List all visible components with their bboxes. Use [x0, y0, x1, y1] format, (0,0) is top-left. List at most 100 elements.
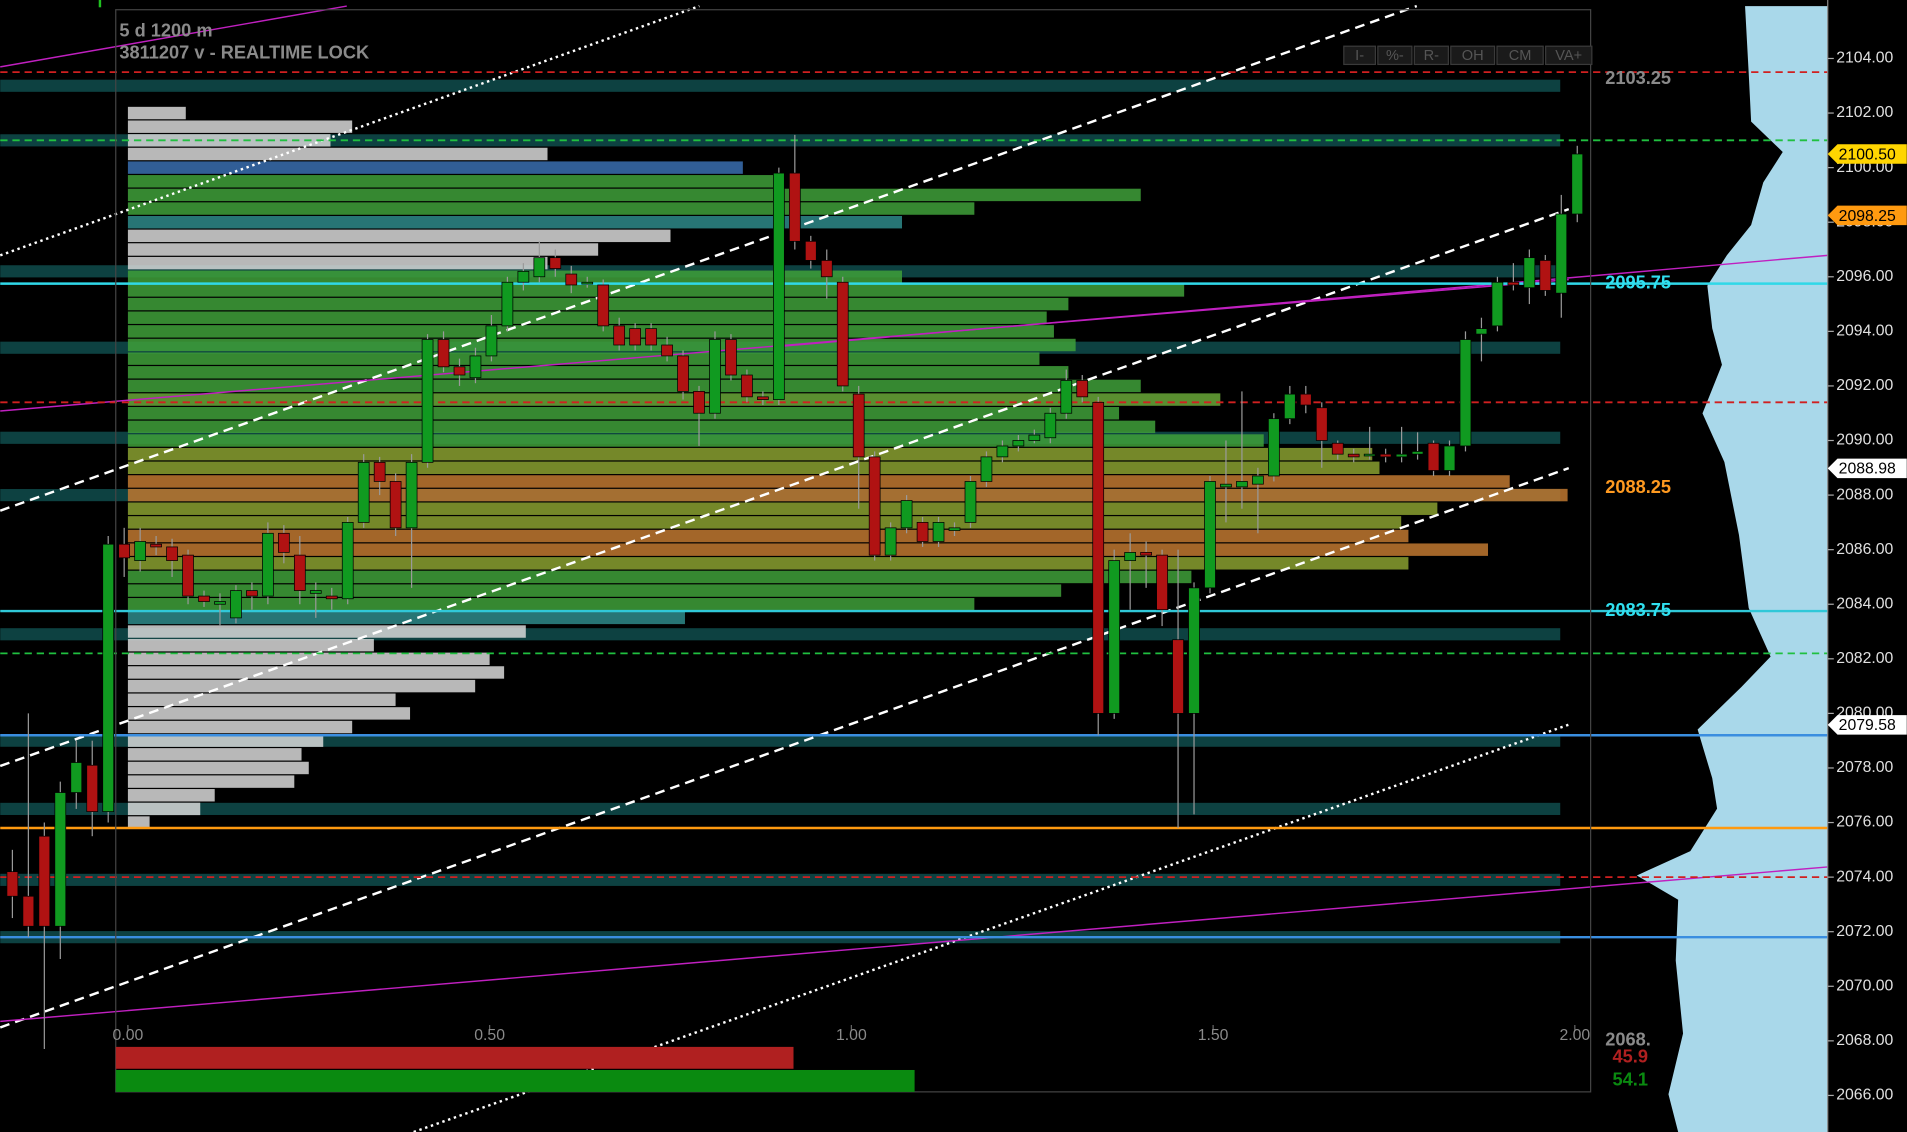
y-tick-label: 2096.00 — [1836, 268, 1893, 285]
header-volume: 3811207 v - REALTIME LOCK — [119, 41, 369, 62]
candle-body — [788, 172, 801, 242]
profile-bar — [127, 393, 1221, 406]
toolbar-button[interactable] — [1377, 45, 1413, 66]
header-period: 5 d 1200 m — [119, 19, 212, 40]
candle-body — [1523, 257, 1536, 289]
profile-bar — [127, 693, 396, 706]
price-tag-label: 2079.58 — [1839, 717, 1896, 734]
candle-body — [1012, 440, 1025, 447]
trend-line — [0, 466, 1570, 1029]
trend-line — [0, 4, 700, 257]
profile-bar — [127, 229, 671, 243]
toolbar: I- %- R- OH CM VA+ — [1343, 45, 1593, 66]
candle-body — [725, 339, 737, 376]
profile-bar — [127, 734, 324, 747]
profile-bar — [127, 638, 374, 652]
candle-body — [1044, 412, 1057, 439]
profile-bar — [127, 720, 353, 734]
profile-bar — [127, 598, 975, 611]
profile-bar — [127, 243, 599, 256]
profile-bar — [127, 352, 1040, 365]
profile-bar — [127, 816, 150, 829]
candle-body — [773, 172, 785, 400]
candle-body — [693, 391, 705, 414]
profile-bar — [127, 420, 1156, 434]
profile-bar — [127, 529, 1409, 543]
candle-body — [1475, 328, 1488, 335]
price-tag — [1827, 715, 1907, 735]
profile-bar — [127, 215, 903, 229]
candle-body — [1252, 475, 1264, 485]
price-tag — [1827, 458, 1907, 479]
profile-bar — [127, 461, 1380, 475]
profile-bar — [127, 106, 186, 120]
profile-bar — [127, 761, 309, 775]
toolbar-button[interactable] — [1450, 45, 1496, 66]
candle-body — [70, 762, 83, 793]
toolbar-button-label: VA+ — [1555, 48, 1582, 64]
split-bar — [115, 1046, 794, 1069]
profile-bar — [127, 584, 1062, 597]
candle-body — [613, 325, 626, 346]
profile-bar — [127, 679, 476, 693]
y-tick-label: 2078.00 — [1836, 759, 1893, 776]
profile-bar — [127, 775, 295, 788]
toolbar-button-label: OH — [1462, 48, 1484, 64]
profile-bar — [127, 175, 780, 188]
candle-body — [1363, 453, 1376, 457]
candle-body — [309, 590, 322, 594]
level-label: 2103.25 — [1605, 67, 1671, 88]
candle-body — [1204, 481, 1216, 589]
profile-bar — [127, 284, 1185, 297]
toolbar-button[interactable] — [1545, 45, 1593, 66]
trend-lines — [0, 4, 1828, 1132]
x-tick-label: 0.50 — [474, 1027, 505, 1044]
candle-body — [836, 281, 849, 387]
candle-body — [1299, 393, 1312, 406]
candle-body — [645, 328, 657, 346]
candle-body — [1347, 453, 1360, 458]
candle-body — [757, 396, 769, 400]
toolbar-button[interactable] — [1413, 45, 1449, 66]
profile-bar — [127, 488, 1568, 502]
candle-body — [533, 257, 546, 278]
profile-bar — [127, 652, 490, 666]
candle-body — [629, 328, 641, 346]
toolbar-button-label: %- — [1386, 48, 1404, 64]
candle-body — [581, 281, 594, 285]
candle-body — [469, 355, 482, 379]
profile-bar — [127, 789, 215, 802]
y-tick-label: 2072.00 — [1836, 923, 1893, 940]
candle-body — [1395, 453, 1408, 458]
profile-bar — [127, 311, 1047, 324]
candle-body — [709, 339, 721, 414]
level-label: 2068. — [1605, 1029, 1651, 1050]
candle-body — [1236, 481, 1248, 488]
candle-body — [804, 240, 817, 261]
split-label: 45.9 — [1613, 1046, 1648, 1067]
toolbar-button[interactable] — [1343, 45, 1377, 66]
candle-body — [1188, 587, 1200, 714]
profile-bar — [127, 325, 1054, 338]
right-volume-profile — [1636, 6, 1828, 1132]
candle-body — [964, 481, 977, 523]
price-axis-bg — [1828, 0, 1907, 1132]
candle-body — [1076, 380, 1089, 398]
trend-line — [0, 4, 1418, 512]
y-tick-label: 2092.00 — [1836, 377, 1893, 394]
candle-body — [677, 355, 689, 392]
candle-body — [166, 546, 178, 561]
candle-body — [262, 532, 274, 597]
profile-bar — [127, 475, 1510, 488]
candle-body — [1315, 407, 1328, 441]
profile-bar — [127, 270, 903, 283]
y-tick-label: 2086.00 — [1836, 541, 1893, 558]
candle-body — [900, 500, 913, 529]
toolbar-button[interactable] — [1496, 45, 1544, 66]
trend-line — [778, 254, 1828, 348]
y-tick-label: 2082.00 — [1836, 650, 1893, 667]
candle-body — [1443, 445, 1456, 471]
candle-body — [102, 543, 115, 812]
